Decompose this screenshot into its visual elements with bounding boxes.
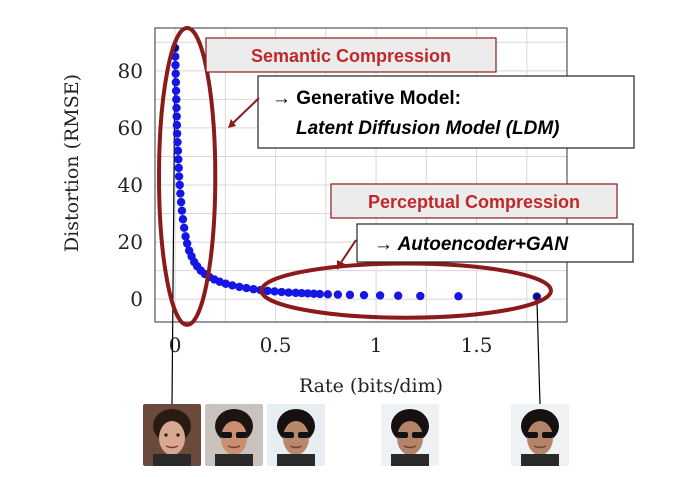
data-point	[172, 95, 181, 104]
y-tick-label: 60	[118, 116, 143, 140]
data-point	[315, 289, 324, 299]
data-point	[179, 223, 189, 233]
data-point	[221, 279, 230, 288]
y-tick-label: 40	[118, 173, 143, 197]
x-tick-label: 1	[370, 333, 383, 357]
autoencoder-label: → Autoencoder+GAN	[374, 234, 569, 255]
data-point	[416, 291, 425, 301]
data-point	[174, 155, 183, 164]
data-point	[172, 112, 181, 121]
data-point	[173, 146, 183, 155]
image-link-line	[536, 296, 541, 405]
data-point	[454, 292, 463, 301]
data-point	[182, 239, 192, 248]
semantic-arrowhead	[228, 119, 236, 128]
annotation-arrows	[228, 97, 357, 270]
region-ellipses	[157, 26, 553, 327]
perceptual-arrow	[339, 239, 357, 265]
data-point	[297, 288, 306, 298]
data-point	[176, 189, 185, 198]
data-point	[284, 288, 293, 297]
perceptual-region-ellipse	[259, 261, 553, 320]
data-point	[172, 129, 182, 138]
y-axis-ticks: 0 20 40 60 80	[118, 59, 143, 311]
data-point	[174, 172, 184, 181]
perceptual-annotation: Perceptual Compression → Autoencoder+GAN	[330, 183, 634, 263]
generative-model-line2: Latent Diffusion Model (LDM)	[296, 118, 560, 139]
data-point	[175, 180, 184, 190]
semantic-title: Semantic Compression	[251, 46, 451, 66]
data-point	[171, 52, 180, 61]
data-point	[323, 290, 333, 299]
data-point	[177, 206, 187, 215]
data-point	[172, 103, 181, 113]
data-point	[171, 78, 181, 87]
data-point	[333, 290, 343, 299]
data-point	[303, 289, 312, 298]
data-point	[228, 281, 237, 290]
data-point	[176, 197, 186, 207]
x-tick-label: 1.5	[461, 333, 493, 357]
semantic-region-ellipse	[157, 26, 218, 327]
semantic-title-box	[205, 37, 497, 73]
perceptual-title-box	[330, 183, 618, 219]
generative-model-box	[257, 75, 635, 149]
y-tick-label: 80	[118, 59, 143, 83]
data-point	[242, 283, 251, 293]
data-point	[345, 290, 355, 300]
semantic-arrow	[231, 97, 260, 125]
x-tick-label: 0	[169, 333, 182, 357]
linked-point	[533, 293, 540, 300]
y-tick-label: 0	[130, 287, 143, 311]
autoencoder-box	[356, 223, 634, 263]
y-tick-label: 20	[118, 230, 143, 254]
data-point	[171, 60, 180, 70]
data-point	[309, 289, 318, 298]
perceptual-arrowhead	[337, 260, 345, 270]
data-point	[249, 284, 258, 294]
data-point	[178, 215, 188, 224]
data-point	[291, 288, 300, 298]
data-point	[171, 69, 180, 78]
generative-model-line1: → Generative Model:	[272, 88, 461, 109]
x-tick-label: 0.5	[260, 333, 292, 357]
data-point	[171, 86, 181, 95]
data-point	[181, 232, 190, 241]
y-axis-label: Distortion (RMSE)	[61, 74, 83, 252]
data-point	[270, 287, 279, 296]
data-point	[359, 290, 369, 300]
data-point	[235, 282, 244, 292]
data-points	[170, 43, 542, 301]
data-point	[174, 163, 183, 173]
data-point	[263, 286, 272, 296]
data-point	[375, 291, 385, 300]
perceptual-title: Perceptual Compression	[368, 192, 580, 212]
plot-frame	[154, 27, 568, 323]
data-point	[277, 287, 286, 297]
semantic-annotation: Semantic Compression → Generative Model:…	[205, 37, 635, 149]
data-point	[393, 291, 403, 300]
x-axis-ticks: 0 0.5 1 1.5	[169, 333, 493, 357]
data-point	[172, 120, 182, 130]
data-point	[173, 137, 182, 147]
x-axis-label: Rate (bits/dim)	[299, 375, 443, 397]
